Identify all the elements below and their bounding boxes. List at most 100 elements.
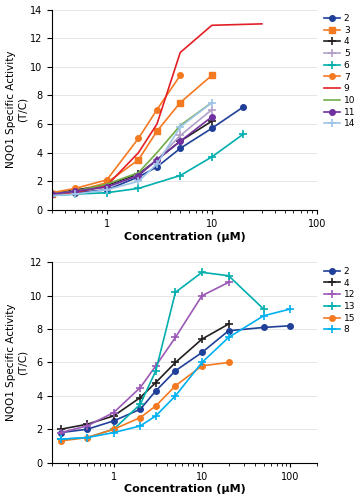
11 [105, 184, 109, 190]
Line: 14: 14 [48, 98, 216, 200]
5 [155, 157, 159, 163]
12 [138, 384, 143, 390]
12 [226, 280, 231, 285]
13 [154, 368, 158, 374]
10 [155, 150, 159, 156]
8 [112, 430, 116, 436]
2 [200, 350, 204, 356]
Line: 4: 4 [56, 320, 233, 434]
Line: 7: 7 [49, 72, 183, 196]
8 [138, 423, 143, 429]
9 [178, 50, 182, 56]
6 [178, 172, 182, 178]
4 [210, 118, 214, 124]
Y-axis label: NQO1 Specific Activity
(T/C): NQO1 Specific Activity (T/C) [5, 304, 27, 421]
10 [105, 181, 109, 187]
9 [260, 21, 264, 27]
13 [138, 401, 143, 407]
Line: 9: 9 [52, 24, 262, 196]
6 [73, 191, 78, 197]
9 [136, 150, 141, 156]
7 [136, 136, 141, 141]
4 [136, 171, 141, 177]
7 [105, 177, 109, 183]
X-axis label: Concentration (μM): Concentration (μM) [123, 232, 245, 241]
12 [200, 292, 204, 298]
4 [112, 413, 116, 419]
12 [154, 363, 158, 369]
4 [138, 394, 143, 400]
4 [58, 426, 63, 432]
10 [178, 122, 182, 128]
12 [58, 430, 63, 436]
5 [73, 188, 78, 194]
2 [73, 190, 78, 196]
Legend: 2, 4, 12, 13, 15, 8: 2, 4, 12, 13, 15, 8 [324, 267, 355, 334]
2 [178, 146, 182, 152]
9 [73, 190, 78, 196]
8 [173, 393, 178, 399]
Legend: 2, 3, 4, 5, 6, 7, 9, 10, 11, 14: 2, 3, 4, 5, 6, 7, 9, 10, 11, 14 [324, 14, 355, 128]
14 [155, 161, 159, 167]
2 [173, 368, 178, 374]
3 [155, 128, 159, 134]
5 [50, 191, 54, 197]
2 [241, 104, 245, 110]
6 [241, 131, 245, 137]
13 [112, 426, 116, 432]
7 [73, 186, 78, 192]
15 [58, 438, 63, 444]
4 [73, 187, 78, 193]
3 [210, 72, 214, 78]
2 [288, 323, 292, 329]
13 [261, 306, 266, 312]
6 [136, 186, 141, 192]
8 [261, 312, 266, 318]
14 [210, 100, 214, 105]
7 [155, 106, 159, 112]
Line: 2: 2 [58, 323, 293, 436]
7 [178, 72, 182, 78]
Line: 3: 3 [49, 72, 214, 197]
11 [50, 191, 54, 197]
4 [154, 380, 158, 386]
2 [226, 328, 231, 334]
5 [105, 184, 109, 190]
X-axis label: Concentration (μM): Concentration (μM) [123, 484, 245, 494]
4 [173, 360, 178, 366]
8 [226, 334, 231, 340]
11 [155, 157, 159, 163]
4 [226, 321, 231, 327]
11 [73, 188, 78, 194]
2 [138, 406, 143, 412]
3 [105, 180, 109, 186]
7 [50, 190, 54, 196]
Line: 2: 2 [49, 104, 246, 197]
15 [138, 414, 143, 420]
10 [73, 188, 78, 194]
8 [288, 306, 292, 312]
9 [155, 121, 159, 127]
15 [112, 426, 116, 432]
Line: 11: 11 [49, 114, 214, 197]
Line: 10: 10 [52, 102, 212, 194]
5 [136, 172, 141, 178]
Y-axis label: NQO1 Specific Activity
(T/C): NQO1 Specific Activity (T/C) [5, 51, 27, 168]
Line: 6: 6 [48, 130, 248, 200]
10 [210, 100, 214, 105]
11 [136, 172, 141, 178]
14 [105, 187, 109, 193]
8 [154, 413, 158, 419]
4 [85, 421, 89, 427]
8 [200, 360, 204, 366]
6 [105, 190, 109, 196]
14 [178, 124, 182, 130]
15 [154, 403, 158, 409]
2 [105, 187, 109, 193]
9 [50, 192, 54, 198]
5 [178, 132, 182, 138]
Line: 13: 13 [56, 268, 268, 444]
13 [58, 436, 63, 442]
12 [85, 423, 89, 429]
2 [261, 324, 266, 330]
